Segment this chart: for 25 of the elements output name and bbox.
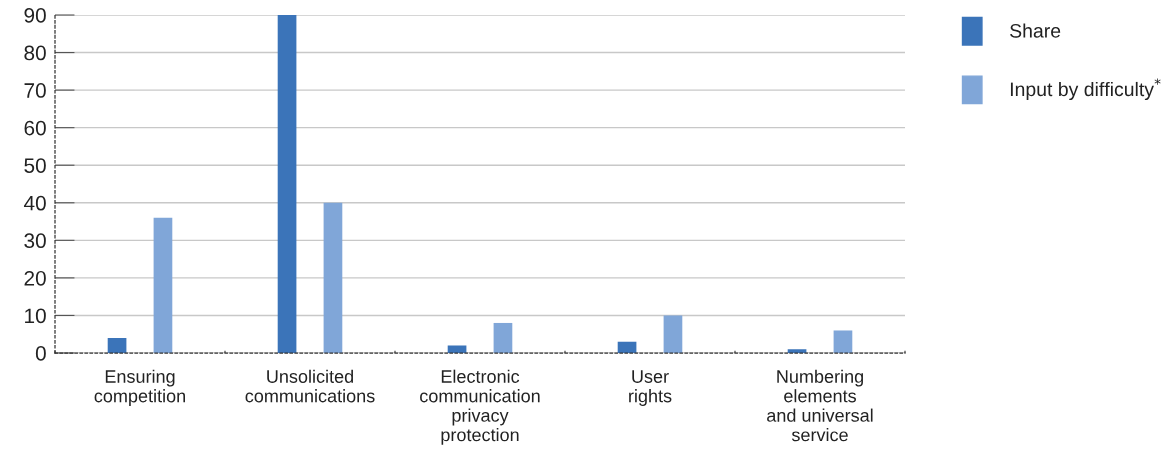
y-tick-label: 90 [24, 8, 46, 23]
legend-label: Input by difficulty$^{*}$ [1010, 78, 1161, 101]
bar [663, 315, 683, 353]
y-tick-label: 80 [24, 45, 46, 61]
bar [447, 345, 467, 353]
x-tick-label: Electronic communication privacy protection [420, 369, 540, 445]
bar [153, 217, 173, 353]
x-tick-label: Numbering elements and universal service [767, 369, 873, 442]
x-tick-label: User rights [629, 370, 672, 406]
bar [277, 15, 297, 353]
bar [833, 330, 853, 353]
bar [323, 202, 343, 353]
y-tick-label: 50 [24, 158, 46, 173]
legend-label: Share [1010, 23, 1061, 38]
y-tick-label: 20 [24, 270, 46, 286]
y-tick-label: 70 [24, 83, 46, 98]
bar [493, 322, 513, 353]
y-tick-label: 0 [35, 346, 46, 361]
y-tick-label: 30 [24, 233, 46, 249]
bar [107, 337, 127, 353]
x-tick-label: Unsolicited communications [245, 369, 375, 403]
y-tick-label: 60 [24, 120, 46, 136]
y-tick-label: 40 [23, 195, 46, 211]
x-tick-label: Ensuring competition [94, 369, 185, 406]
y-tick-label: 10 [25, 308, 46, 324]
